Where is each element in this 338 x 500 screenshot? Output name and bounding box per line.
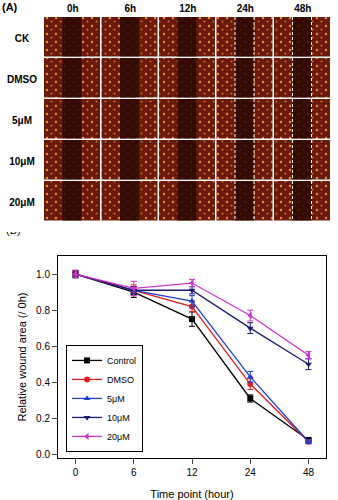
svg-text:0.8: 0.8 xyxy=(36,305,50,316)
svg-text:5μM: 5μM xyxy=(107,394,125,404)
svg-text:(A): (A) xyxy=(2,1,18,13)
svg-text:6h: 6h xyxy=(124,3,136,14)
svg-text:0.4: 0.4 xyxy=(36,377,50,388)
svg-text:24: 24 xyxy=(245,467,257,478)
svg-text:0: 0 xyxy=(73,467,79,478)
svg-text:48h: 48h xyxy=(294,3,311,14)
svg-text:20μM: 20μM xyxy=(107,432,130,442)
svg-text:12h: 12h xyxy=(179,3,196,14)
svg-text:5μM: 5μM xyxy=(12,115,32,126)
svg-text:48: 48 xyxy=(303,467,315,478)
svg-text:(B): (B) xyxy=(6,232,21,236)
svg-text:Relative wound area (/ 0h): Relative wound area (/ 0h) xyxy=(16,292,28,421)
svg-text:0.2: 0.2 xyxy=(36,413,50,424)
svg-text:0.6: 0.6 xyxy=(36,341,50,352)
svg-text:Control: Control xyxy=(107,356,136,366)
svg-text:10μM: 10μM xyxy=(9,156,35,167)
svg-text:12: 12 xyxy=(186,467,198,478)
svg-text:0.0: 0.0 xyxy=(36,449,50,460)
svg-text:Time point (hour): Time point (hour) xyxy=(150,488,233,500)
svg-text:10μM: 10μM xyxy=(107,413,130,423)
svg-text:CK: CK xyxy=(15,33,30,44)
svg-text:DMSO: DMSO xyxy=(107,375,134,385)
svg-text:24h: 24h xyxy=(237,3,254,14)
svg-text:1.0: 1.0 xyxy=(36,269,50,280)
svg-text:DMSO: DMSO xyxy=(7,74,37,85)
svg-text:0h: 0h xyxy=(67,3,79,14)
svg-text:20μM: 20μM xyxy=(9,197,35,208)
svg-text:6: 6 xyxy=(131,467,137,478)
